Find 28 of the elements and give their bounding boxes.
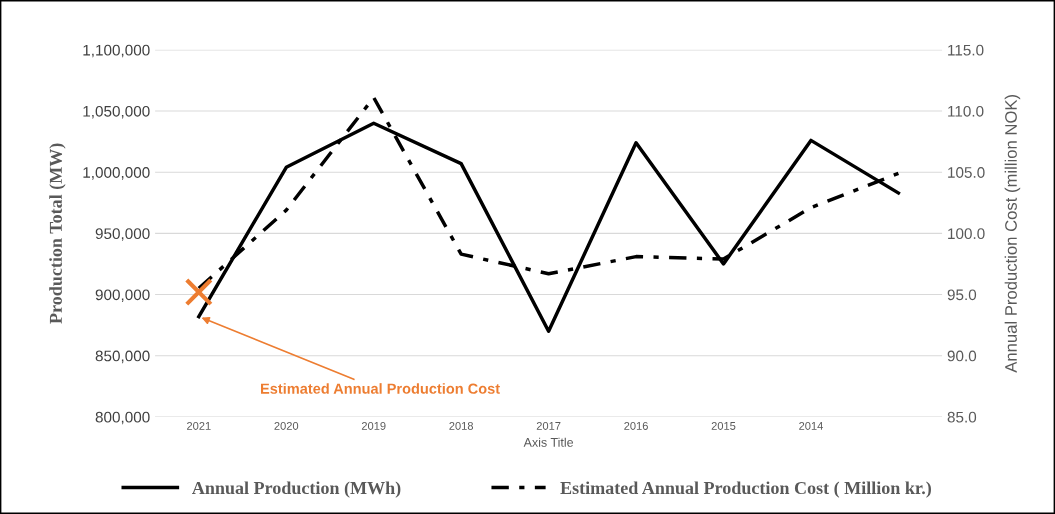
- y2-axis-title: Annual Production Cost (million NOK): [1004, 94, 1021, 373]
- y-tick-label: 1,100,000: [83, 44, 150, 58]
- annotation: Estimated Annual Production Cost: [261, 383, 500, 394]
- y-tick-label: 800,000: [95, 411, 150, 425]
- y2-tick-label: 105.0: [948, 167, 985, 178]
- y-tick-label: 1,050,000: [83, 105, 150, 119]
- y2-tick-label: 100.0: [948, 228, 985, 240]
- x-tick-label: 2019: [361, 422, 386, 430]
- legend-label: Annual Production (MWh): [192, 481, 401, 498]
- y2-tick-label: 110.0: [948, 105, 984, 117]
- legend-label: Estimated Annual Production Cost ( Million kr.): [560, 481, 931, 498]
- y2-tick-label: 95.0: [947, 289, 977, 301]
- y-axis-title: Production Total (MW): [49, 143, 66, 324]
- x-tick-label: 2020: [274, 422, 299, 430]
- x-tick-label: 2021: [187, 422, 211, 430]
- y2-tick-label: 90.0: [947, 350, 977, 362]
- y-tick-label: 950,000: [95, 228, 150, 241]
- x-tick-label: 2015: [711, 422, 736, 430]
- x-tick-label: 2017: [536, 422, 561, 430]
- y-tick-label: 900,000: [95, 289, 150, 303]
- x-tick-label: 2016: [624, 422, 648, 430]
- x-tick-label: 2014: [799, 422, 823, 430]
- y2-tick-label: 115.0: [948, 44, 984, 56]
- x-tick-label: 2018: [449, 422, 474, 430]
- x-axis-title: Axis Title: [523, 437, 574, 447]
- y-tick-label: 1,000,000: [83, 167, 150, 180]
- y2-tick-label: 85.0: [947, 411, 977, 423]
- y-tick-label: 850,000: [95, 350, 150, 364]
